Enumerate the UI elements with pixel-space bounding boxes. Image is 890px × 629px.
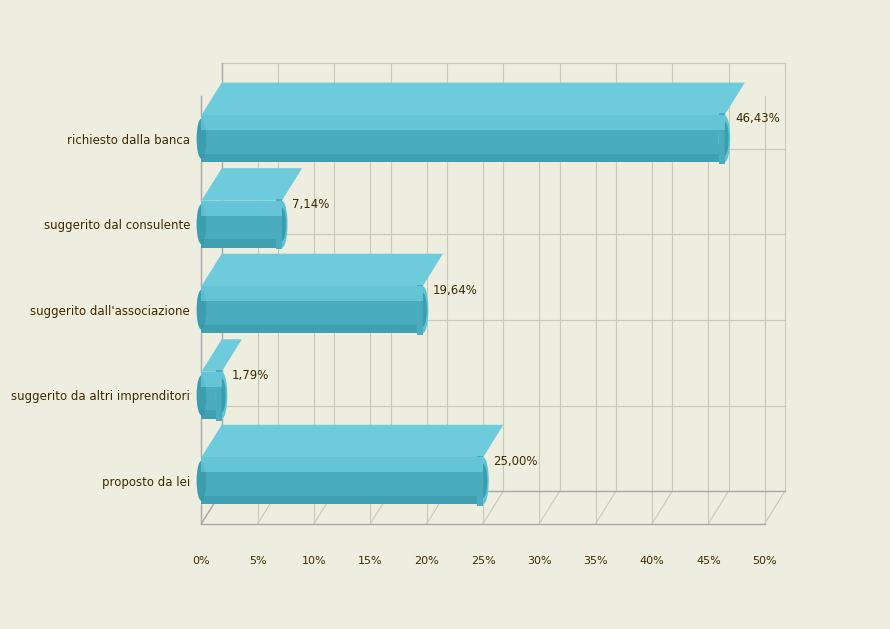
- Polygon shape: [201, 253, 443, 286]
- Text: 7,14%: 7,14%: [292, 198, 329, 211]
- Ellipse shape: [196, 286, 207, 333]
- Ellipse shape: [276, 201, 287, 248]
- Ellipse shape: [196, 115, 207, 162]
- Polygon shape: [215, 370, 222, 421]
- Text: 1,79%: 1,79%: [232, 369, 270, 382]
- Ellipse shape: [197, 461, 206, 501]
- Ellipse shape: [197, 119, 206, 159]
- Polygon shape: [201, 286, 423, 301]
- Ellipse shape: [197, 204, 206, 244]
- Polygon shape: [282, 208, 286, 241]
- Polygon shape: [201, 339, 242, 372]
- Polygon shape: [417, 284, 423, 335]
- Polygon shape: [201, 425, 504, 457]
- Polygon shape: [417, 286, 423, 301]
- Polygon shape: [215, 372, 222, 387]
- Polygon shape: [483, 457, 489, 504]
- Polygon shape: [222, 372, 227, 419]
- Polygon shape: [201, 372, 222, 419]
- Ellipse shape: [197, 290, 206, 330]
- Polygon shape: [423, 293, 427, 326]
- Polygon shape: [724, 115, 730, 162]
- Polygon shape: [276, 199, 282, 250]
- Polygon shape: [276, 201, 282, 216]
- Polygon shape: [719, 113, 724, 164]
- Polygon shape: [201, 201, 282, 248]
- Polygon shape: [423, 286, 428, 333]
- Polygon shape: [201, 372, 222, 387]
- Text: 46,43%: 46,43%: [735, 113, 780, 126]
- Polygon shape: [201, 82, 745, 115]
- Text: 19,64%: 19,64%: [433, 284, 478, 296]
- Ellipse shape: [477, 457, 489, 504]
- Polygon shape: [477, 457, 483, 472]
- Polygon shape: [201, 457, 483, 472]
- Text: 25,00%: 25,00%: [494, 455, 538, 467]
- Polygon shape: [724, 122, 729, 155]
- Polygon shape: [282, 201, 287, 248]
- Ellipse shape: [196, 201, 207, 248]
- Polygon shape: [483, 464, 487, 498]
- Ellipse shape: [196, 457, 207, 504]
- Ellipse shape: [197, 376, 206, 415]
- Polygon shape: [719, 115, 724, 130]
- Polygon shape: [201, 410, 222, 419]
- Ellipse shape: [216, 372, 227, 419]
- Polygon shape: [201, 168, 302, 201]
- Polygon shape: [201, 457, 483, 504]
- Ellipse shape: [719, 115, 730, 162]
- Polygon shape: [201, 153, 724, 162]
- Polygon shape: [201, 239, 282, 248]
- Ellipse shape: [417, 286, 428, 333]
- Polygon shape: [222, 378, 226, 412]
- Polygon shape: [477, 455, 483, 506]
- Polygon shape: [201, 115, 724, 162]
- Polygon shape: [201, 496, 483, 504]
- Polygon shape: [201, 325, 423, 333]
- Polygon shape: [201, 115, 724, 130]
- Polygon shape: [201, 201, 282, 216]
- Ellipse shape: [196, 372, 207, 419]
- Polygon shape: [201, 286, 423, 333]
